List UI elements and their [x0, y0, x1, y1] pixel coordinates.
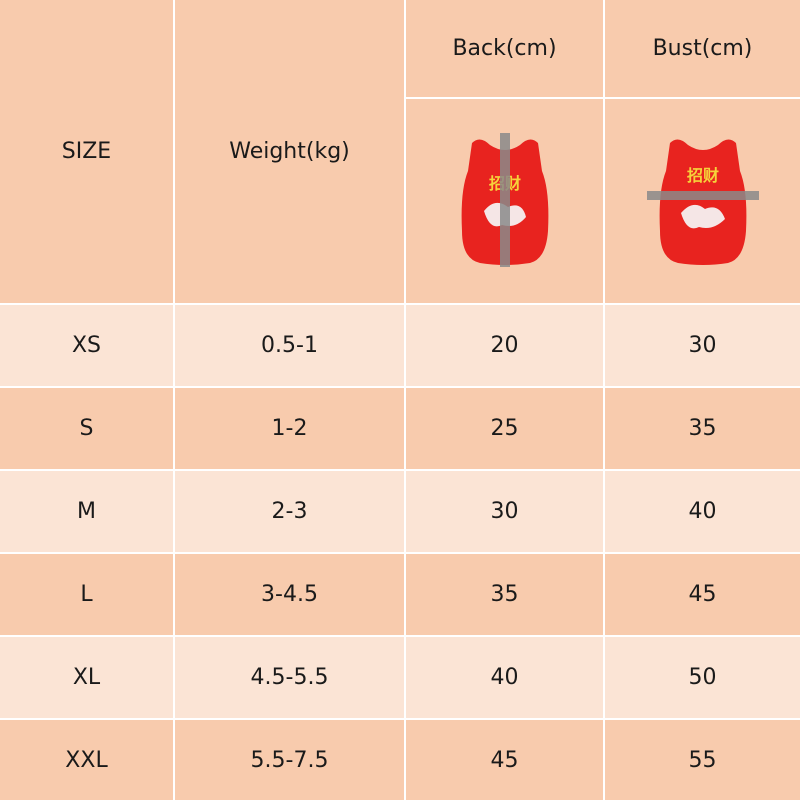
header-size: SIZE [0, 0, 173, 303]
cell-bust: 30 [605, 305, 800, 386]
cell-size: XS [0, 305, 173, 386]
cell-size: XXL [0, 720, 173, 800]
bust-image-cell: 招财 [605, 99, 800, 303]
cell-back: 45 [406, 720, 603, 800]
header-bust: Bust(cm) [605, 0, 800, 97]
cell-weight: 5.5-7.5 [175, 720, 404, 800]
cell-weight: 3-4.5 [175, 554, 404, 635]
header-back: Back(cm) [406, 0, 603, 97]
cell-back: 40 [406, 637, 603, 718]
cell-size: M [0, 471, 173, 552]
cell-size: S [0, 388, 173, 469]
vest-print: 招财 [686, 166, 718, 185]
cell-weight: 4.5-5.5 [175, 637, 404, 718]
back-image-cell: 招财 [406, 99, 603, 303]
cell-weight: 1-2 [175, 388, 404, 469]
cell-bust: 40 [605, 471, 800, 552]
cell-back: 30 [406, 471, 603, 552]
cell-size: L [0, 554, 173, 635]
cell-weight: 2-3 [175, 471, 404, 552]
cell-size: XL [0, 637, 173, 718]
header-weight: Weight(kg) [175, 0, 404, 303]
cell-back: 35 [406, 554, 603, 635]
cell-bust: 50 [605, 637, 800, 718]
cell-bust: 45 [605, 554, 800, 635]
cell-bust: 35 [605, 388, 800, 469]
cell-weight: 0.5-1 [175, 305, 404, 386]
cell-bust: 55 [605, 720, 800, 800]
cell-back: 25 [406, 388, 603, 469]
vest-bust-measure: 招财 [646, 139, 759, 265]
cell-back: 20 [406, 305, 603, 386]
vest-back-measure: 招财 [461, 133, 548, 267]
